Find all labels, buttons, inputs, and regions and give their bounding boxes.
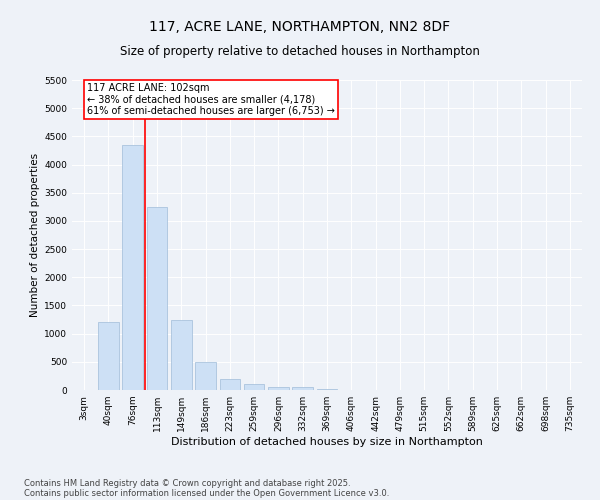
Bar [98,322,119,390]
Text: Size of property relative to detached houses in Northampton: Size of property relative to detached ho… [120,45,480,58]
Bar [195,362,216,390]
X-axis label: Distribution of detached houses by size in Northampton: Distribution of detached houses by size … [171,437,483,447]
Text: Contains public sector information licensed under the Open Government Licence v3: Contains public sector information licen… [24,488,389,498]
Bar [146,207,167,390]
Text: Contains HM Land Registry data © Crown copyright and database right 2025.: Contains HM Land Registry data © Crown c… [24,478,350,488]
Text: 117 ACRE LANE: 102sqm
← 38% of detached houses are smaller (4,178)
61% of semi-d: 117 ACRE LANE: 102sqm ← 38% of detached … [88,83,335,116]
Y-axis label: Number of detached properties: Number of detached properties [30,153,40,317]
Bar [268,386,289,390]
Bar [244,384,265,390]
Bar [292,387,313,390]
Text: 117, ACRE LANE, NORTHAMPTON, NN2 8DF: 117, ACRE LANE, NORTHAMPTON, NN2 8DF [149,20,451,34]
Bar [220,378,240,390]
Bar [171,320,191,390]
Bar [122,146,143,390]
